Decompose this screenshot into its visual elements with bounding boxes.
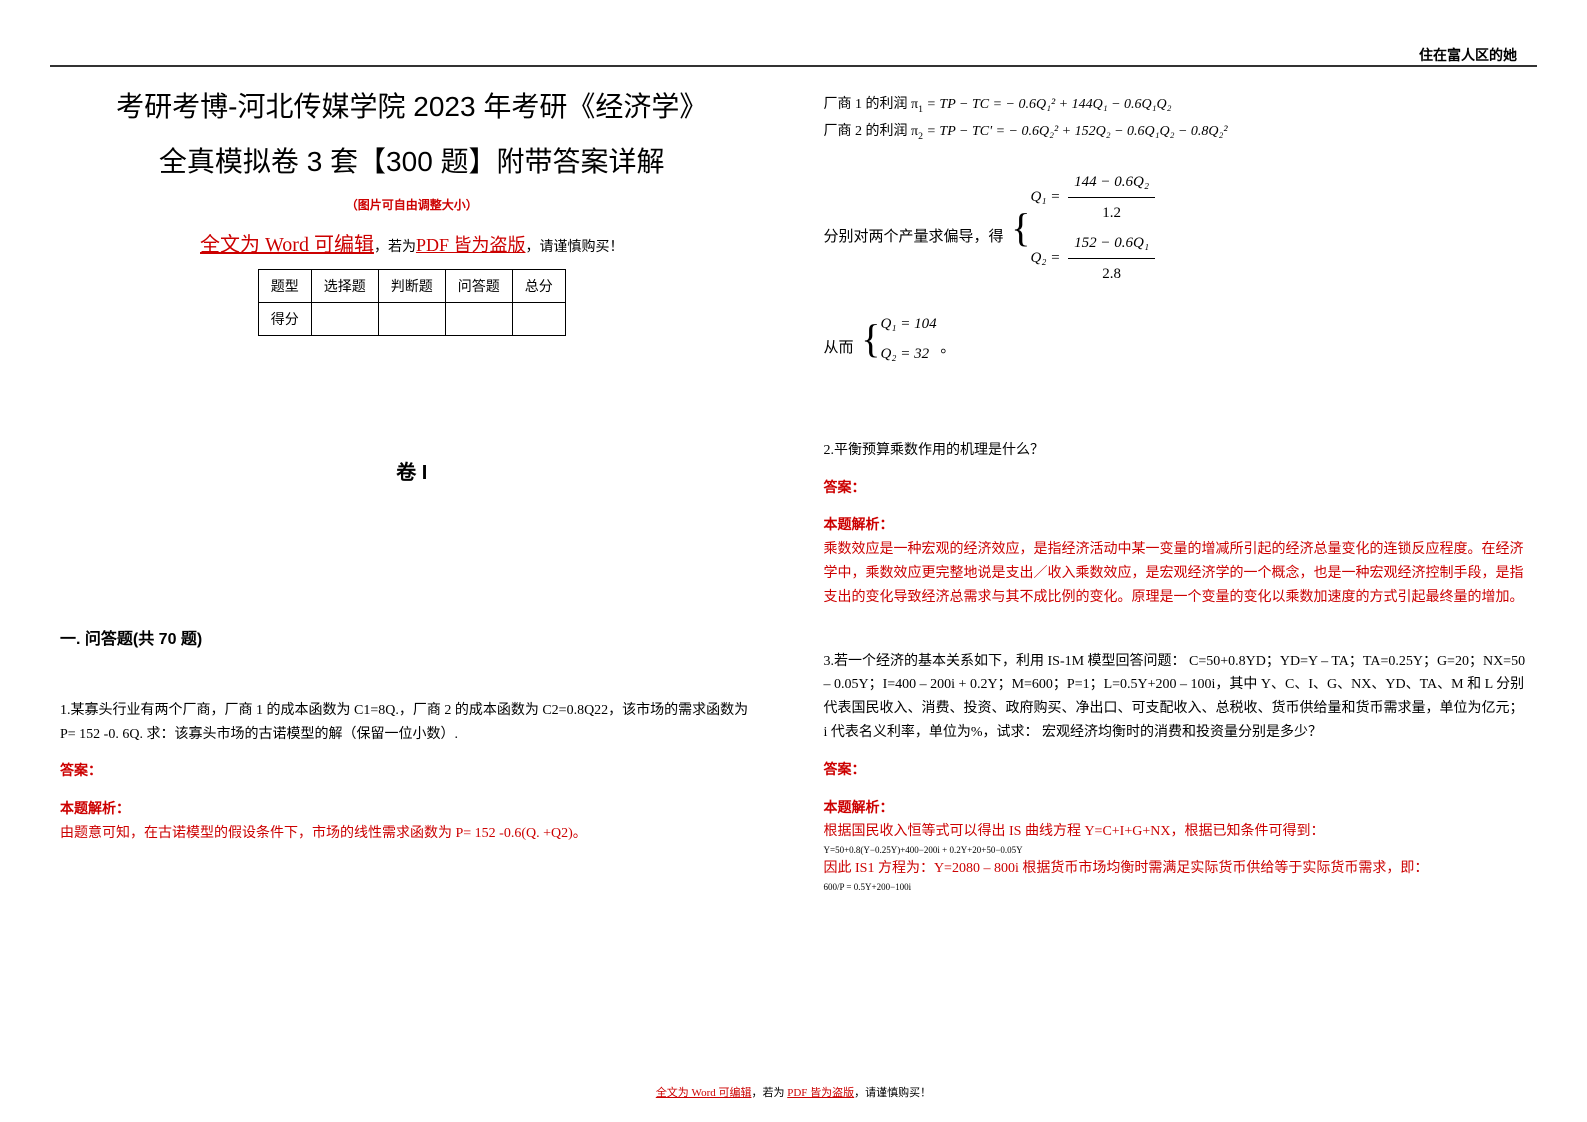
q1-analysis-label: 本题解析： [60, 798, 764, 822]
th-total: 总分 [512, 269, 565, 302]
question-3: 3.若一个经济的基本关系如下，利用 IS-1M 模型回答问题： C=50+0.8… [824, 650, 1528, 894]
result-block: 从而 { Q₁ = 104 Q₂ = 32 。 [824, 309, 1528, 369]
th-type: 题型 [258, 269, 311, 302]
left-column: 考研考博-河北传媒学院 2023 年考研《经济学》 全真模拟卷 3 套【300 … [50, 77, 774, 893]
eq1-lhs: Q₁ = [1030, 189, 1060, 205]
q3-analysis-label: 本题解析： [824, 797, 1528, 821]
q1-analysis-text: 由题意可知，在古诺模型的假设条件下，市场的线性需求函数为 P= 152 -0.6… [60, 822, 764, 846]
q2-analysis-text: 乘数效应是一种宏观的经济效应，是指经济活动中某一变量的增减所引起的经济总量变化的… [824, 538, 1528, 609]
left-brace-icon: { [861, 323, 880, 355]
p2-eq: = TP − TC' = − 0.6Q₂² + 152Q₂ − 0.6Q₁Q₂ … [923, 124, 1228, 139]
resize-note: （图片可自由调整大小） [60, 196, 764, 213]
p1-pre: 厂商 1 的利润 π [824, 97, 919, 112]
q2-analysis-label: 本题解析： [824, 514, 1528, 538]
brace-group-2: { Q₁ = 104 Q₂ = 32 [861, 309, 936, 369]
result-label: 从而 [824, 340, 854, 356]
result-q1: Q₁ = 104 [880, 309, 936, 339]
th-judge: 判断题 [378, 269, 445, 302]
th-choice: 选择题 [311, 269, 378, 302]
left-brace-icon: { [1011, 212, 1030, 244]
cell-empty [311, 302, 378, 335]
q2-text: 2.平衡预算乘数作用的机理是什么？ [824, 439, 1528, 463]
th-answer: 问答题 [445, 269, 512, 302]
volume-label: 卷 I [60, 456, 764, 485]
partial-label: 分别对两个产量求偏导，得 [824, 229, 1004, 245]
word-editable-text: 全文为 Word 可编辑 [200, 234, 374, 256]
section-heading: 一. 问答题(共 70 题) [60, 625, 764, 649]
q3-tiny-formula-1: Y=50+0.8(Y−0.25Y)+400−200i + 0.2Y+20+50−… [824, 844, 1528, 857]
editable-notice: 全文为 Word 可编辑，若为PDF 皆为盗版，请谨慎购买！ [60, 228, 764, 257]
eq1-den: 1.2 [1068, 198, 1155, 228]
q1-answer-label: 答案： [60, 760, 764, 784]
question-1: 1.某寡头行业有两个厂商，厂商 1 的成本函数为 C1=8Q.，厂商 2 的成本… [60, 699, 764, 846]
question-2: 2.平衡预算乘数作用的机理是什么？ 答案： 本题解析： 乘数效应是一种宏观的经济… [824, 439, 1528, 610]
footer-suffix: ，请谨慎购买！ [854, 1087, 931, 1099]
main-title-line1: 考研考博-河北传媒学院 2023 年考研《经济学》 [60, 82, 764, 132]
q3-answer-label: 答案： [824, 759, 1528, 783]
pdf-pirate-text: PDF 皆为盗版 [416, 235, 526, 255]
eq-q2: Q₂ = 152 − 0.6Q₁2.8 [1030, 228, 1159, 289]
result-q2: Q₂ = 32 [880, 339, 936, 369]
notice-suffix: ，请谨慎购买！ [525, 240, 623, 255]
eq2-num: 152 − 0.6Q₁ [1068, 228, 1155, 259]
partial-derivative-block: 分别对两个产量求偏导，得 { Q₁ = 144 − 0.6Q₂1.2 Q₂ = … [824, 167, 1528, 289]
top-divider [50, 65, 1537, 67]
main-title-line2: 全真模拟卷 3 套【300 题】附带答案详解 [60, 137, 764, 187]
eq-q1: Q₁ = 144 − 0.6Q₂1.2 [1030, 167, 1159, 228]
q3-tiny-formula-2: 600/P = 0.5Y+200−100i [824, 881, 1528, 894]
eq2-den: 2.8 [1068, 259, 1155, 289]
table-header-row: 题型 选择题 判断题 问答题 总分 [258, 269, 565, 302]
footer-word: 全文为 Word 可编辑 [656, 1087, 752, 1099]
cell-empty [378, 302, 445, 335]
right-column: 厂商 1 的利润 π1 = TP − TC = − 0.6Q₁² + 144Q₁… [814, 77, 1538, 893]
profit-eq-1: 厂商 1 的利润 π1 = TP − TC = − 0.6Q₁² + 144Q₁… [824, 92, 1528, 119]
score-table: 题型 选择题 判断题 问答题 总分 得分 [258, 269, 566, 336]
profit-eq-2: 厂商 2 的利润 π2 = TP − TC' = − 0.6Q₂² + 152Q… [824, 119, 1528, 146]
row-label: 得分 [258, 302, 311, 335]
table-score-row: 得分 [258, 302, 565, 335]
q3-analysis-text1: 根据国民收入恒等式可以得出 IS 曲线方程 Y=C+I+G+NX，根据已知条件可… [824, 820, 1528, 844]
eq2-lhs: Q₂ = [1030, 250, 1060, 266]
two-column-layout: 考研考博-河北传媒学院 2023 年考研《经济学》 全真模拟卷 3 套【300 … [50, 77, 1537, 893]
q3-text: 3.若一个经济的基本关系如下，利用 IS-1M 模型回答问题： C=50+0.8… [824, 650, 1528, 745]
page-footer: 全文为 Word 可编辑，若为 PDF 皆为盗版，请谨慎购买！ [0, 1084, 1587, 1100]
footer-pdf: PDF 皆为盗版 [787, 1087, 854, 1099]
p2-pre: 厂商 2 的利润 π [824, 124, 919, 139]
footer-mid: ，若为 [751, 1087, 787, 1099]
notice-mid: ，若为 [374, 240, 416, 255]
header-right-text: 住在富人区的她 [1419, 45, 1517, 65]
cell-empty [445, 302, 512, 335]
q3-analysis-text2: 因此 IS1 方程为：Y=2080 – 800i 根据货币市场均衡时需满足实际货… [824, 857, 1528, 881]
brace-group-1: { Q₁ = 144 − 0.6Q₂1.2 Q₂ = 152 − 0.6Q₁2.… [1011, 167, 1159, 289]
cell-empty [512, 302, 565, 335]
profit-equations: 厂商 1 的利润 π1 = TP − TC = − 0.6Q₁² + 144Q₁… [824, 92, 1528, 147]
p1-eq: = TP − TC = − 0.6Q₁² + 144Q₁ − 0.6Q₁Q₂ [923, 97, 1172, 112]
q2-answer-label: 答案： [824, 477, 1528, 501]
result-suffix: 。 [940, 340, 955, 356]
q1-text: 1.某寡头行业有两个厂商，厂商 1 的成本函数为 C1=8Q.，厂商 2 的成本… [60, 699, 764, 747]
eq1-num: 144 − 0.6Q₂ [1068, 167, 1155, 198]
